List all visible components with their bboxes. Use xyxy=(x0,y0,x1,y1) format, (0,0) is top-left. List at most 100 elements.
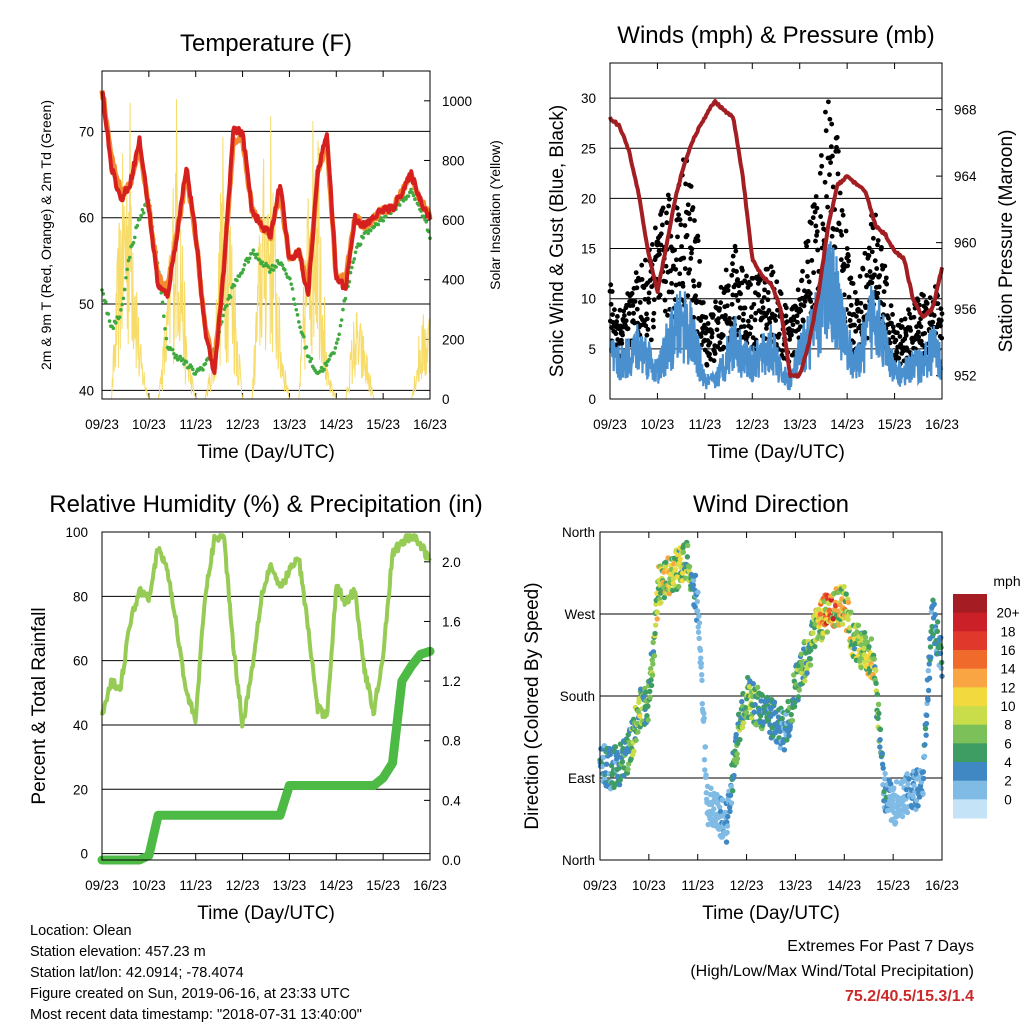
y2-tick-label: 400 xyxy=(442,273,465,288)
gust-point xyxy=(817,170,823,176)
direction-point xyxy=(892,819,899,826)
gust-point xyxy=(776,331,782,337)
gust-point xyxy=(787,337,793,342)
gust-point xyxy=(811,202,817,208)
gust-point xyxy=(671,263,676,269)
x-tick-label: 11/23 xyxy=(688,417,721,432)
gust-point xyxy=(872,258,878,264)
direction-point xyxy=(808,647,814,653)
dewpoint-point xyxy=(297,320,301,324)
gust-point xyxy=(756,292,762,298)
dewpoint-point xyxy=(337,332,341,337)
gust-point xyxy=(614,314,620,319)
direction-point xyxy=(648,677,654,683)
dewpoint-point xyxy=(257,258,262,262)
dewpoint-point xyxy=(221,313,225,318)
gust-point xyxy=(760,305,766,311)
gust-point xyxy=(709,330,715,336)
plot-frame xyxy=(609,62,943,400)
gust-point xyxy=(738,291,743,297)
dewpoint-point xyxy=(338,323,343,328)
gust-point xyxy=(660,205,666,211)
direction-point xyxy=(938,644,944,651)
gust-point xyxy=(879,245,884,250)
direction-point xyxy=(635,729,641,735)
direction-point xyxy=(652,622,659,628)
gust-point xyxy=(759,299,765,304)
direction-point xyxy=(703,790,710,796)
gust-point xyxy=(846,294,852,300)
gust-point xyxy=(702,322,707,328)
dewpoint-point xyxy=(122,287,127,292)
direction-point xyxy=(802,678,808,684)
x-tick-label: 16/23 xyxy=(925,878,959,893)
y-tick-label: 50 xyxy=(79,297,94,312)
gust-point xyxy=(685,293,691,299)
x-axis-label-humidity: Time (Day/UTC) xyxy=(197,903,335,924)
gust-point xyxy=(765,297,771,303)
dewpoint-point xyxy=(127,255,132,260)
gust-point xyxy=(678,222,684,228)
gust-point xyxy=(882,263,888,269)
gust-point xyxy=(890,334,896,340)
gust-point xyxy=(856,318,862,324)
gust-point xyxy=(881,289,887,295)
figure-created: Figure created on Sun, 2019-06-16, at 23… xyxy=(30,986,350,1002)
direction-point xyxy=(652,630,658,637)
plot-frame xyxy=(101,70,431,400)
direction-point xyxy=(890,797,896,804)
gust-point xyxy=(690,205,696,210)
direction-point xyxy=(603,761,610,767)
gust-point xyxy=(800,318,806,324)
dewpoint-point xyxy=(295,313,300,317)
direction-point xyxy=(696,620,703,626)
direction-point xyxy=(854,629,860,635)
gust-point xyxy=(703,315,709,320)
direction-point xyxy=(699,677,705,684)
gust-point xyxy=(710,312,716,318)
dewpoint-point xyxy=(255,252,259,257)
gust-point xyxy=(691,283,697,289)
gust-point xyxy=(651,324,656,330)
gust-point xyxy=(664,210,669,216)
direction-point xyxy=(851,646,858,652)
direction-point xyxy=(658,599,664,606)
y-tick-label: 20 xyxy=(581,191,596,206)
gust-point xyxy=(680,283,686,289)
gust-point xyxy=(665,192,671,198)
gust-point xyxy=(815,247,821,253)
gust-point xyxy=(836,221,842,227)
gust-point xyxy=(621,313,627,318)
direction-point xyxy=(934,628,941,635)
gust-point xyxy=(700,300,706,305)
x-tick-label: 10/23 xyxy=(632,878,666,893)
gust-point xyxy=(847,318,853,323)
dewpoint-point xyxy=(366,231,370,236)
gust-point xyxy=(715,320,721,326)
direction-point xyxy=(690,577,697,583)
series-solar-insolation xyxy=(102,99,431,400)
direction-point xyxy=(633,737,639,743)
direction-point xyxy=(649,672,656,678)
x-tick-label: 10/23 xyxy=(132,878,166,893)
direction-point xyxy=(650,639,656,646)
direction-point xyxy=(815,606,822,613)
direction-point xyxy=(888,781,894,787)
extremes-subtitle: (High/Low/Max Wind/Total Precipitation) xyxy=(690,963,974,980)
gust-point xyxy=(890,324,896,330)
dewpoint-point xyxy=(319,365,324,370)
gust-point xyxy=(645,327,651,332)
direction-point xyxy=(925,668,932,674)
direction-point xyxy=(759,692,765,699)
gust-point xyxy=(666,196,672,202)
dewpoint-point xyxy=(274,265,278,269)
gust-point xyxy=(767,319,773,325)
direction-point xyxy=(711,806,717,812)
colorbar-label: 18 xyxy=(1000,624,1015,639)
dewpoint-point xyxy=(170,347,175,352)
direction-point xyxy=(798,651,804,657)
gust-point xyxy=(662,308,668,314)
gust-point xyxy=(617,307,623,313)
x-tick-label: 11/23 xyxy=(681,878,714,893)
direction-point xyxy=(647,688,653,695)
